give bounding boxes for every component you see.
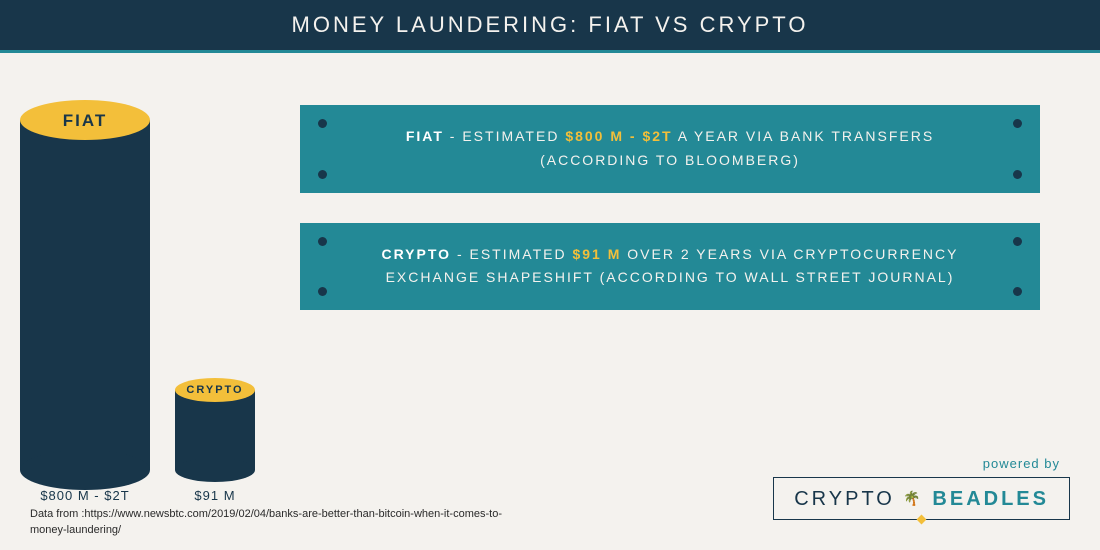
citation-text: Data from :https://www.newsbtc.com/2019/… (30, 507, 530, 538)
corner-dot-icon (318, 237, 327, 246)
logo-block: powered by CRYPTO 🌴 BEADLES (773, 456, 1070, 520)
info-lead: FIAT (406, 128, 444, 144)
corner-dot-icon (318, 119, 327, 128)
info-box-crypto: CRYPTO - ESTIMATED $91 M OVER 2 YEARS VI… (300, 223, 1040, 311)
page-title: MONEY LAUNDERING: FIAT VS CRYPTO (292, 12, 809, 38)
logo-text-2: BEADLES (932, 488, 1049, 510)
cylinder-top-label: CRYPTO (175, 384, 255, 396)
info-amount: $800 M - $2T (565, 128, 672, 144)
corner-dot-icon (318, 287, 327, 296)
logo-box: CRYPTO 🌴 BEADLES (773, 477, 1070, 520)
title-bar: MONEY LAUNDERING: FIAT VS CRYPTO (0, 0, 1100, 50)
corner-dot-icon (318, 170, 327, 179)
corner-dot-icon (1013, 287, 1022, 296)
info-boxes: FIAT - ESTIMATED $800 M - $2T A YEAR VIA… (300, 105, 1040, 340)
logo-text-1: CRYPTO (794, 488, 895, 510)
cylinder-crypto: CRYPTO $91 M (175, 390, 255, 470)
cylinder-chart: FIAT $800 M - $2T CRYPTO $91 M (20, 80, 280, 510)
cylinder-top-label: FIAT (20, 111, 150, 131)
info-box-fiat: FIAT - ESTIMATED $800 M - $2T A YEAR VIA… (300, 105, 1040, 193)
info-pre: - ESTIMATED (444, 128, 565, 144)
cylinder-bottom (20, 450, 150, 490)
cylinder-fiat: FIAT $800 M - $2T (20, 120, 150, 470)
title-underline (0, 50, 1100, 53)
palm-icon: 🌴 (903, 490, 923, 506)
powered-by-text: powered by (773, 456, 1070, 471)
cylinder-value-label: $800 M - $2T (20, 488, 150, 503)
info-lead: CRYPTO (381, 246, 451, 262)
cylinder-body (20, 120, 150, 470)
info-amount: $91 M (572, 246, 621, 262)
cylinder-bottom (175, 458, 255, 482)
diamond-icon (917, 515, 927, 525)
info-pre: - ESTIMATED (451, 246, 572, 262)
cylinder-value-label: $91 M (175, 488, 255, 503)
corner-dot-icon (1013, 119, 1022, 128)
corner-dot-icon (1013, 237, 1022, 246)
corner-dot-icon (1013, 170, 1022, 179)
infographic-container: MONEY LAUNDERING: FIAT VS CRYPTO FIAT $8… (0, 0, 1100, 550)
